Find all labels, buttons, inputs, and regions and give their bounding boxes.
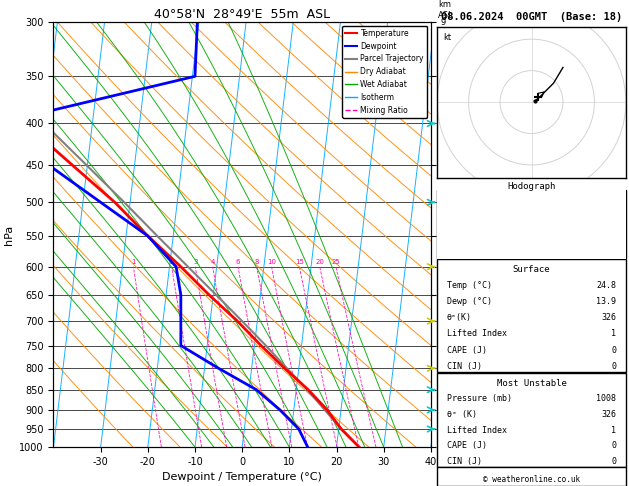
Text: 15: 15: [295, 259, 304, 265]
Text: CIN (J): CIN (J): [447, 362, 482, 371]
Text: 1: 1: [611, 426, 616, 434]
Text: 10: 10: [267, 259, 276, 265]
Text: θᵉ (K): θᵉ (K): [447, 410, 477, 419]
Text: PW (cm): PW (cm): [447, 245, 482, 254]
Text: 0: 0: [611, 441, 616, 450]
Text: 08.06.2024  00GMT  (Base: 18): 08.06.2024 00GMT (Base: 18): [441, 12, 622, 22]
Text: K: K: [447, 200, 452, 209]
Y-axis label: hPa: hPa: [4, 225, 14, 244]
Text: Most Unstable: Most Unstable: [496, 379, 567, 388]
Text: 3: 3: [193, 259, 198, 265]
Text: Hodograph: Hodograph: [508, 182, 555, 191]
Text: Lifted Index: Lifted Index: [447, 330, 506, 338]
Text: Temp (°C): Temp (°C): [447, 281, 492, 290]
Text: 20: 20: [315, 259, 324, 265]
Text: 25: 25: [331, 259, 340, 265]
Text: 6: 6: [236, 259, 240, 265]
Text: 0: 0: [611, 346, 616, 355]
Text: 0: 0: [611, 457, 616, 466]
Text: 2.41: 2.41: [596, 245, 616, 254]
Text: Totals Totals: Totals Totals: [447, 223, 511, 231]
Text: © weatheronline.co.uk: © weatheronline.co.uk: [483, 474, 580, 484]
Text: 1008: 1008: [596, 395, 616, 403]
Text: 4: 4: [211, 259, 215, 265]
Text: θᵉ(K): θᵉ(K): [447, 313, 472, 322]
Text: 13.9: 13.9: [596, 297, 616, 306]
X-axis label: Dewpoint / Temperature (°C): Dewpoint / Temperature (°C): [162, 472, 322, 483]
Text: 0: 0: [611, 362, 616, 371]
Text: 24.8: 24.8: [596, 281, 616, 290]
Text: CIN (J): CIN (J): [447, 457, 482, 466]
Title: 40°58'N  28°49'E  55m  ASL: 40°58'N 28°49'E 55m ASL: [154, 8, 330, 21]
Legend: Temperature, Dewpoint, Parcel Trajectory, Dry Adiabat, Wet Adiabat, Isotherm, Mi: Temperature, Dewpoint, Parcel Trajectory…: [342, 26, 427, 118]
Text: kt: kt: [443, 33, 452, 42]
Text: 2: 2: [169, 259, 174, 265]
Text: CAPE (J): CAPE (J): [447, 441, 487, 450]
Text: Lifted Index: Lifted Index: [447, 426, 506, 434]
Text: 1: 1: [131, 259, 136, 265]
Text: 8: 8: [254, 259, 259, 265]
Text: 1: 1: [611, 330, 616, 338]
Text: 19: 19: [606, 200, 616, 209]
Text: 326: 326: [601, 410, 616, 419]
Text: CAPE (J): CAPE (J): [447, 346, 487, 355]
Text: 326: 326: [601, 313, 616, 322]
Text: km
ASL: km ASL: [438, 0, 454, 20]
Text: Surface: Surface: [513, 265, 550, 274]
Y-axis label: Mixing Ratio (g/kg): Mixing Ratio (g/kg): [457, 189, 467, 280]
Text: Dewp (°C): Dewp (°C): [447, 297, 492, 306]
Text: Pressure (mb): Pressure (mb): [447, 395, 511, 403]
Text: 44: 44: [606, 223, 616, 231]
